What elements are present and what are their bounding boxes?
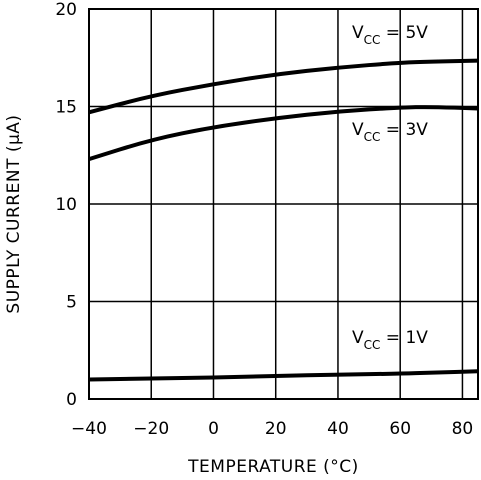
y-tick-label: 10 xyxy=(55,195,77,215)
x-tick-label: 0 xyxy=(208,419,219,439)
series-label-3: VCC = 1V xyxy=(352,328,428,352)
x-tick-label: 60 xyxy=(389,419,411,439)
x-tick-label: 80 xyxy=(452,419,474,439)
x-axis-label: TEMPERATURE (°C) xyxy=(187,457,359,477)
y-tick-label: 20 xyxy=(55,0,77,20)
series-line-3 xyxy=(88,369,479,382)
y-tick-label: 5 xyxy=(66,293,77,313)
tick-labels: −40 −20 0 20 40 60 80 0 5 10 15 20 xyxy=(55,0,473,439)
x-tick-label: 40 xyxy=(327,419,349,439)
series-line-2 xyxy=(88,105,479,162)
plot-frame xyxy=(88,8,479,400)
series-labels: VCC = 5V VCC = 3V VCC = 1V xyxy=(352,23,428,352)
series-label-1: VCC = 5V xyxy=(352,23,428,47)
series-label-2: VCC = 3V xyxy=(352,120,428,144)
x-tick-label: 20 xyxy=(265,419,287,439)
y-axis-label: SUPPLY CURRENT (µA) xyxy=(4,114,24,313)
y-tick-label: 15 xyxy=(55,98,77,118)
x-tick-label: −40 xyxy=(71,419,107,439)
y-tick-label: 0 xyxy=(66,390,77,410)
series-line-1 xyxy=(88,58,479,115)
x-tick-label: −20 xyxy=(133,419,169,439)
series-lines xyxy=(88,58,479,382)
